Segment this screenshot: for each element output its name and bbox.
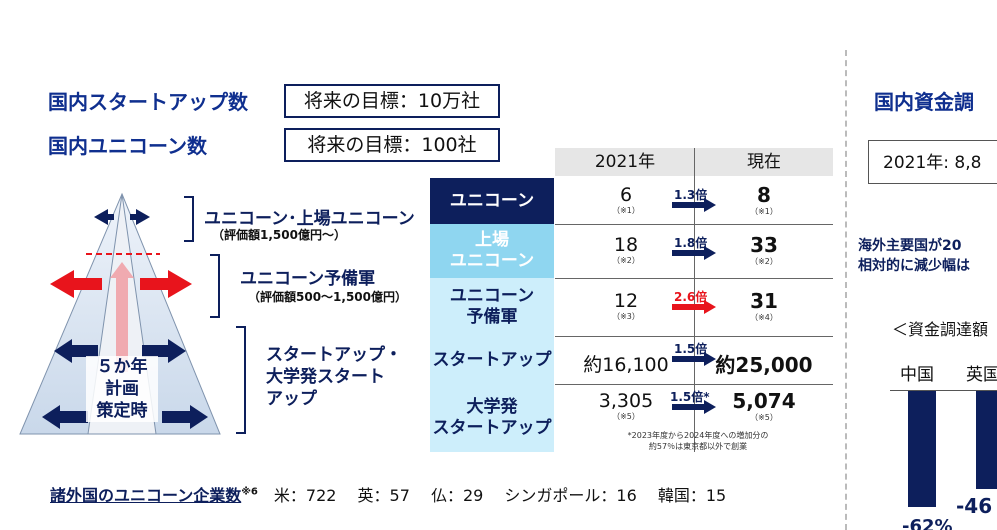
startups-goal-box: 将来の目標：10万社 — [284, 84, 500, 118]
row-label-unicorn-reserve: ユニコーン 予備軍 — [430, 278, 554, 336]
bracket-unicorn — [184, 196, 194, 242]
row-label-listed-unicorn: 上場 ユニコーン — [430, 224, 554, 278]
unicorns-heading: 国内ユニコーン数 — [48, 134, 207, 158]
startup-tier-label: スタートアップ・ 大学発スタート アップ — [266, 345, 402, 409]
row-label-university-startup: 大学発 スタートアップ — [430, 384, 554, 452]
value-uk: -46 — [956, 494, 993, 518]
value-2021-unicorn: 6 （※1） — [612, 184, 640, 215]
value-2021-university-startup: 3,305 （※5） — [598, 390, 654, 421]
unicorns-goal-box: 将来の目標：100社 — [284, 128, 500, 162]
reserve-tier-label: ユニコーン予備軍 — [240, 269, 376, 289]
row-separator — [555, 384, 833, 385]
multiplier-unicorn: 1.3倍 — [674, 188, 708, 202]
country-label-china: 中国 — [900, 365, 934, 385]
value-now-startup: 約25,000 — [715, 353, 813, 377]
table-footnote: *2023年度から2024年度への増加分の 約57％は東京都以外で創業 — [627, 431, 769, 451]
growth-arrow-icon — [672, 352, 716, 366]
value-china: -62% — [902, 516, 953, 530]
bracket-reserve — [210, 254, 220, 318]
value-now-university-startup: 5,074 （※5） — [732, 389, 796, 422]
value-2021-startup: 約16,100 — [583, 354, 669, 376]
row-label-startup: スタートアップ — [430, 336, 554, 384]
funding-summary: 海外主要国が20 相対的に減少幅は — [858, 238, 970, 274]
multiplier-university-startup: 1.5倍* — [670, 390, 710, 404]
funding-chart-subheading: ＜資金調達額 — [892, 320, 989, 339]
startups-heading: 国内スタートアップ数 — [48, 90, 248, 114]
country-label-uk: 英国 — [966, 365, 997, 385]
column-header-now: 現在 — [695, 148, 833, 176]
multiplier-startup: 1.5倍 — [674, 342, 708, 356]
bar-uk — [976, 391, 997, 489]
row-separator — [555, 336, 833, 337]
growth-arrow-icon — [672, 246, 716, 260]
chart-baseline — [890, 390, 997, 391]
funding-2021-box: 2021年: 8,8 — [868, 140, 997, 184]
bracket-startup — [236, 326, 246, 434]
value-2021-listed-unicorn: 18 （※2） — [612, 234, 640, 265]
value-now-unicorn-reserve: 31 （※4） — [750, 289, 778, 322]
growth-arrow-icon — [672, 300, 716, 314]
reserve-tier-sublabel: （評価額500～1,500億円） — [248, 290, 408, 304]
growth-arrow-icon — [672, 400, 716, 414]
column-divider — [694, 148, 695, 452]
value-now-listed-unicorn: 33 （※2） — [750, 233, 778, 266]
five-year-plan-label: ５か年 計画 策定時 — [86, 356, 158, 422]
foreign-unicorn-counts: 諸外国のユニコーン企業数※6 米：722 英：57 仏：29 シンガポール：16… — [50, 486, 727, 505]
unicorn-tier-sublabel: （評価額1,500億円～） — [212, 228, 346, 242]
unicorn-tier-label: ユニコーン･上場ユニコーン — [204, 209, 415, 229]
bar-china — [908, 391, 936, 507]
section-divider — [845, 50, 847, 530]
multiplier-unicorn-reserve: 2.6倍 — [674, 290, 708, 304]
value-2021-unicorn-reserve: 12 （※3） — [612, 290, 640, 321]
row-label-unicorn: ユニコーン — [430, 178, 554, 224]
growth-arrow-icon — [672, 198, 716, 212]
value-now-unicorn: 8 （※1） — [750, 183, 778, 216]
column-header-2021: 2021年 — [555, 148, 695, 176]
row-separator — [555, 224, 833, 225]
multiplier-listed-unicorn: 1.8倍 — [674, 236, 708, 250]
row-separator — [555, 278, 833, 279]
funding-heading: 国内資金調 — [874, 90, 974, 114]
